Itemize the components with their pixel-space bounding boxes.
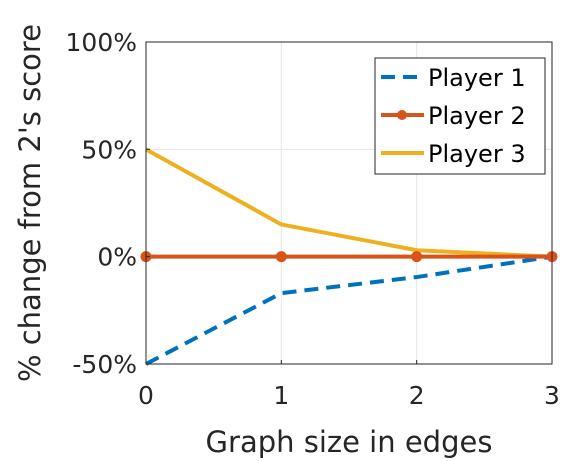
- y-axis-title: % change from 2's score: [13, 24, 47, 382]
- x-tick-label: 2: [409, 381, 425, 410]
- y-tick-label: 50%: [81, 135, 137, 164]
- y-tick-label: -50%: [72, 350, 137, 379]
- legend-label-player-3: Player 3: [428, 140, 526, 168]
- x-tick-label: 3: [544, 381, 560, 410]
- x-tick-label: 1: [273, 381, 289, 410]
- series-point-player-2: [412, 252, 422, 262]
- x-tick-label: 0: [138, 381, 154, 410]
- y-tick-label: 0%: [97, 243, 137, 272]
- series-point-player-2: [276, 252, 286, 262]
- legend-label-player-2: Player 2: [428, 102, 526, 130]
- legend: Player 1 Player 2 Player 3: [375, 58, 545, 174]
- y-tick-label: 100%: [66, 28, 137, 57]
- legend-label-player-1: Player 1: [428, 64, 526, 92]
- legend-marker-player-2: [397, 110, 407, 120]
- x-axis-title: Graph size in edges: [206, 425, 493, 459]
